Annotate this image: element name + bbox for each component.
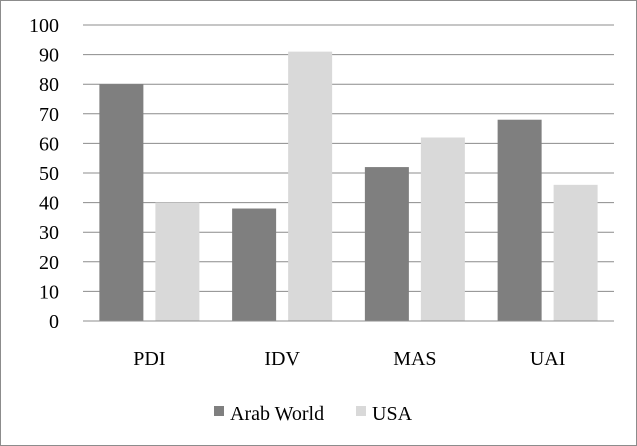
legend-swatch bbox=[356, 406, 366, 416]
bar-usa-idv bbox=[288, 51, 333, 321]
x-tick-label: UAI bbox=[530, 348, 566, 370]
bar-usa-mas bbox=[420, 137, 465, 321]
y-tick-label: 60 bbox=[39, 133, 59, 155]
y-tick-label: 30 bbox=[39, 222, 59, 244]
y-tick-label: 100 bbox=[29, 15, 59, 37]
bar-arab-world-mas bbox=[364, 167, 409, 321]
y-tick-label: 90 bbox=[39, 45, 59, 67]
bar-usa-pdi bbox=[155, 202, 200, 321]
bar-usa-uai bbox=[553, 184, 598, 321]
y-tick-label: 70 bbox=[39, 104, 59, 126]
y-tick-label: 0 bbox=[49, 311, 59, 333]
legend-label: USA bbox=[372, 403, 413, 425]
bar-arab-world-pdi bbox=[99, 84, 144, 321]
bar-arab-world-uai bbox=[497, 119, 542, 321]
y-tick-label: 50 bbox=[39, 163, 59, 185]
y-tick-label: 10 bbox=[39, 281, 59, 303]
bar-arab-world-idv bbox=[232, 208, 277, 321]
y-tick-label: 40 bbox=[39, 193, 59, 215]
x-tick-label: IDV bbox=[264, 348, 300, 370]
y-tick-label: 80 bbox=[39, 74, 59, 96]
x-tick-label: MAS bbox=[393, 348, 436, 370]
x-tick-label: PDI bbox=[133, 348, 165, 370]
y-tick-label: 20 bbox=[39, 252, 59, 274]
legend-swatch bbox=[214, 406, 224, 416]
legend-label: Arab World bbox=[230, 403, 324, 425]
